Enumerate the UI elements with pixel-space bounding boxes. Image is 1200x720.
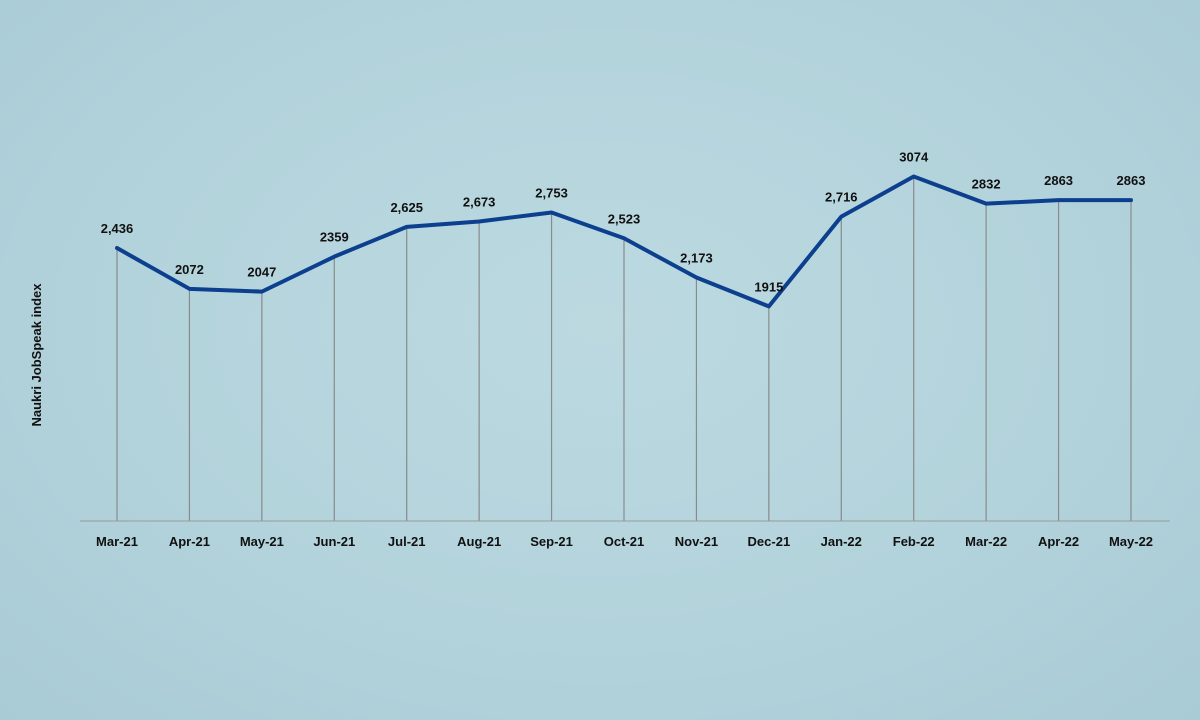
data-label-may-21: 2047 [247, 265, 276, 280]
x-tick-label-jan-22: Jan-22 [821, 534, 862, 549]
x-tick-label-sep-21: Sep-21 [530, 534, 573, 549]
data-label-feb-22: 3074 [899, 150, 929, 165]
drop-lines [116, 176, 1132, 521]
x-tick-label-mar-22: Mar-22 [965, 534, 1007, 549]
data-label-jul-21: 2,625 [390, 200, 423, 215]
data-label-jun-21: 2359 [320, 230, 349, 245]
x-tick-labels: Mar-21 Apr-21 May-21 Jun-21 Jul-21 Aug-21 Sep-… [96, 534, 1153, 549]
data-label-mar-22: 2832 [972, 177, 1001, 192]
x-tick-label-dec-21: Dec-21 [748, 534, 791, 549]
x-tick-label-feb-22: Feb-22 [893, 534, 935, 549]
data-label-mar-21: 2,436 [101, 221, 134, 236]
x-tick-label-jul-21: Jul-21 [388, 534, 426, 549]
data-label-apr-22: 2863 [1044, 173, 1073, 188]
x-tick-label-apr-22: Apr-22 [1038, 534, 1079, 549]
data-label-apr-21: 2072 [175, 262, 204, 277]
series-line [115, 174, 1133, 309]
y-axis-label: Naukri JobSpeak index [29, 283, 44, 427]
data-labels: 2,436 2072 2047 2359 2,625 2,673 2,753 2,523 2,1… [101, 150, 1146, 295]
data-label-nov-21: 2,173 [680, 250, 713, 265]
x-tick-label-jun-21: Jun-21 [313, 534, 355, 549]
data-label-aug-21: 2,673 [463, 194, 496, 209]
data-label-may-22: 2863 [1117, 173, 1146, 188]
data-label-jan-22: 2,716 [825, 190, 858, 205]
x-tick-label-apr-21: Apr-21 [169, 534, 210, 549]
x-tick-label-aug-21: Aug-21 [457, 534, 501, 549]
x-tick-label-mar-21: Mar-21 [96, 534, 138, 549]
data-label-sep-21: 2,753 [535, 186, 568, 201]
x-tick-label-nov-21: Nov-21 [675, 534, 718, 549]
x-tick-label-may-22: May-22 [1109, 534, 1153, 549]
x-tick-label-may-21: May-21 [240, 534, 284, 549]
data-label-oct-21: 2,523 [608, 211, 641, 226]
data-label-dec-21: 1915 [754, 279, 783, 294]
x-tick-label-oct-21: Oct-21 [604, 534, 644, 549]
